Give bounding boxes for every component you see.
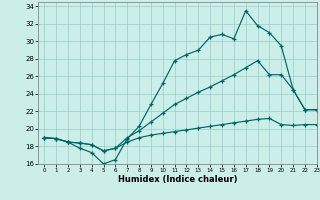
X-axis label: Humidex (Indice chaleur): Humidex (Indice chaleur) bbox=[118, 175, 237, 184]
